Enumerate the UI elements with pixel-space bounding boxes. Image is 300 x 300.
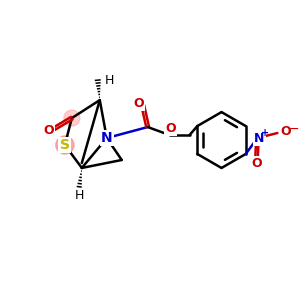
Text: −: − [289,122,300,136]
Text: H: H [75,189,85,203]
Circle shape [56,136,74,154]
Text: O: O [44,124,54,136]
Text: N: N [254,131,265,145]
Text: O: O [280,124,291,137]
Circle shape [64,110,80,126]
Text: +: + [261,128,269,138]
Text: H: H [105,74,114,87]
Text: S: S [60,138,70,152]
Circle shape [56,136,74,154]
Text: O: O [251,158,262,170]
Text: N: N [101,131,112,145]
Text: O: O [134,97,144,110]
Text: O: O [165,122,176,134]
